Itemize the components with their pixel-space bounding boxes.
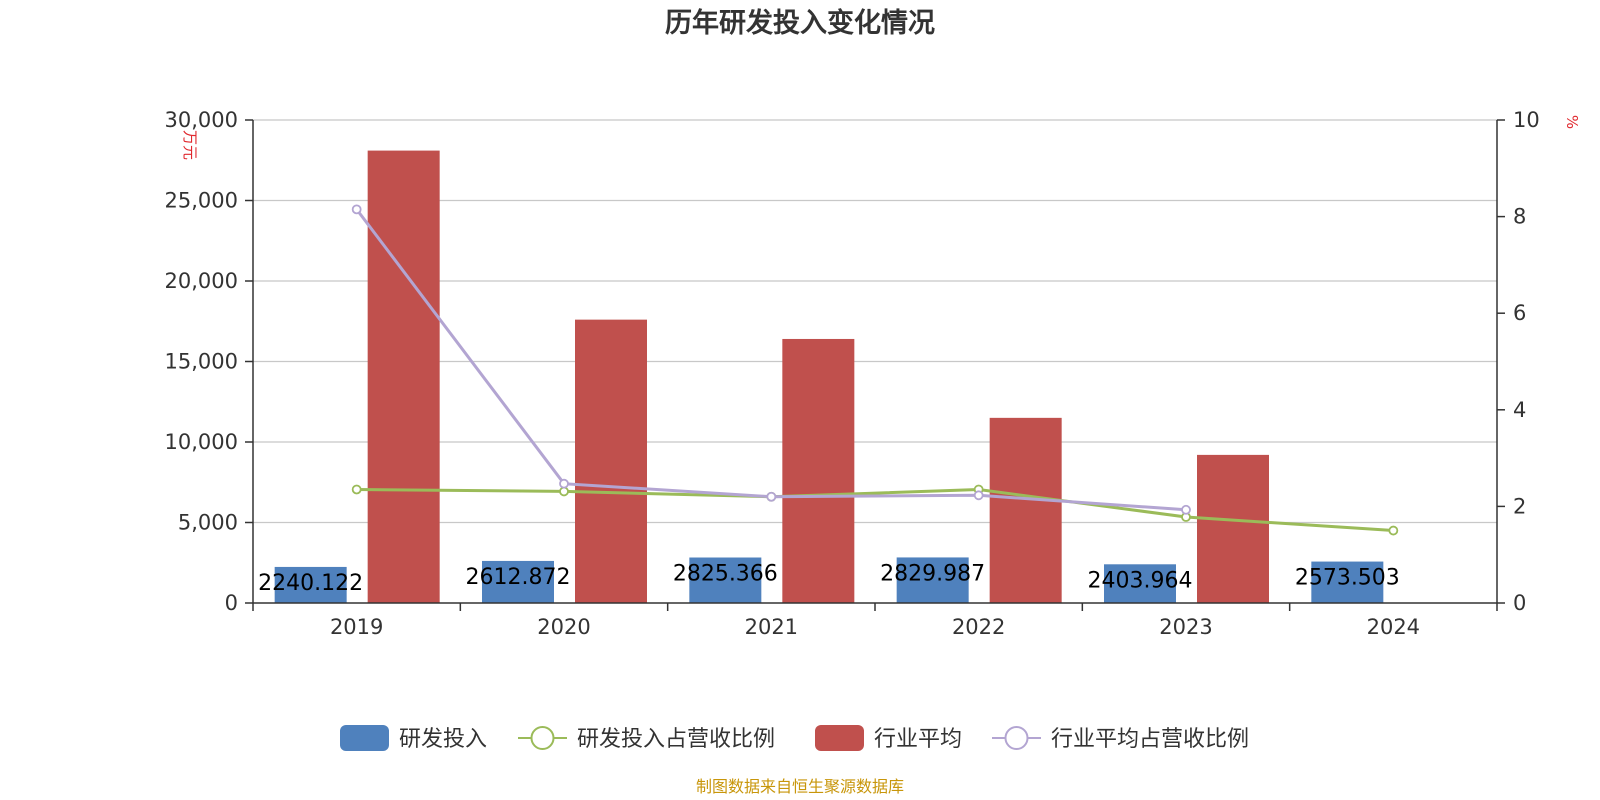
series-point <box>1181 504 1191 515</box>
legend-swatch-bar <box>340 725 389 751</box>
bars <box>274 150 1384 603</box>
bar <box>1197 454 1269 603</box>
legend-swatch-bar <box>815 725 864 751</box>
bar-value-label: 2240.122 <box>258 571 363 596</box>
series-point <box>351 484 362 495</box>
series-line <box>356 487 1394 533</box>
bar-value-label: 2829.987 <box>880 561 985 586</box>
bar <box>274 566 347 603</box>
bar-value-label: 2573.503 <box>1295 566 1400 591</box>
bar <box>896 557 969 603</box>
series-point <box>973 490 984 501</box>
series-point <box>559 486 569 497</box>
left-tick-label: 30,000 <box>165 108 238 132</box>
bar-value-label: 2825.366 <box>673 562 778 587</box>
series-point <box>766 491 777 502</box>
legend-label: 行业平均 <box>874 727 962 752</box>
chart-title: 历年研发投入变化情况 <box>665 7 935 39</box>
right-tick-label: 10 <box>1513 108 1540 132</box>
bar <box>482 560 554 603</box>
legend-label: 研发投入占营收比例 <box>577 727 775 752</box>
legend-label: 行业平均占营收比例 <box>1051 727 1249 752</box>
x-tick-label: 2019 <box>330 615 383 639</box>
bar <box>782 338 855 603</box>
source-note: 制图数据来自恒生聚源数据库 <box>696 777 904 796</box>
series-point <box>1388 525 1399 536</box>
bar <box>1311 561 1384 603</box>
legend-label: 研发投入 <box>399 727 487 752</box>
left-tick-label: 25,000 <box>165 189 238 213</box>
x-tick-label: 2023 <box>1159 615 1212 639</box>
left-tick-label: 5,000 <box>178 511 238 535</box>
x-tick-label: 2021 <box>745 615 798 639</box>
x-tick-label: 2022 <box>952 615 1005 639</box>
right-tick-label: 6 <box>1513 301 1526 325</box>
left-tick-label: 10,000 <box>165 430 238 454</box>
right-tick-label: 2 <box>1513 494 1526 518</box>
left-axis-unit: 万元 <box>181 130 199 160</box>
bar-value-label: 2612.872 <box>466 565 571 590</box>
right-tick-label: 8 <box>1513 205 1526 229</box>
axes: 0 5,000 10,000 15,000 20,000 25,000 30,000 0 2 4 6… <box>165 108 1540 639</box>
series-point <box>351 204 362 215</box>
bar-value-label: 2403.964 <box>1088 568 1193 593</box>
right-tick-label: 4 <box>1513 398 1526 422</box>
x-tick-label: 2024 <box>1367 615 1420 639</box>
lines <box>351 204 1399 536</box>
bar-labels: 2240.122 2612.872 2825.366 2829.987 2403.964… <box>258 561 1400 595</box>
right-axis-unit: % <box>1563 115 1581 129</box>
legend-swatch-point <box>530 726 555 750</box>
legend-swatch-point <box>1004 726 1029 750</box>
bar <box>367 150 440 603</box>
left-tick-label: 20,000 <box>165 269 238 293</box>
bar <box>1104 564 1176 603</box>
bar <box>575 319 647 603</box>
bar <box>989 417 1062 603</box>
series-point <box>559 478 569 489</box>
x-tick-label: 2020 <box>537 615 590 639</box>
right-tick-label: 0 <box>1513 591 1526 615</box>
left-tick-label: 0 <box>225 591 238 615</box>
bar <box>689 557 762 603</box>
left-tick-label: 15,000 <box>165 350 238 374</box>
legend: 研发投入 研发投入占营收比例 行业平均 行业平均占营收比例 <box>340 725 1249 752</box>
